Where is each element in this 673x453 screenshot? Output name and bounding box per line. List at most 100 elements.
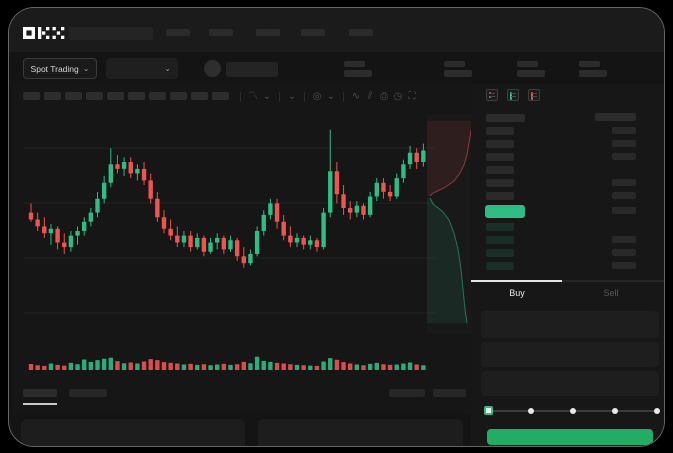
total-field[interactable] (481, 371, 659, 396)
stat-label-placeholder (517, 61, 538, 67)
nav-item-placeholder[interactable] (349, 29, 373, 36)
candle-style-icon[interactable]: 〽 (248, 91, 258, 102)
slider-handle[interactable] (484, 406, 493, 415)
slider-stop-dot[interactable] (570, 408, 576, 414)
orderbook-header-price (486, 114, 525, 122)
slider-stop-dot[interactable] (528, 408, 534, 414)
orderbook-ask-price[interactable] (486, 192, 514, 200)
nav-item-placeholder[interactable] (301, 29, 325, 36)
price-field[interactable] (481, 311, 659, 338)
magnet-icon[interactable]: ◎ (312, 91, 322, 102)
stat-value-placeholder (517, 70, 545, 77)
app-window: Spot Trading ⌄ ⌄ 〽 ⌄ ⌄ ◎ ⌄ ∿ ⫽ ⎙ ◷ ⛶ (8, 7, 665, 447)
orderbook-trade-panel: Buy Sell (471, 84, 664, 446)
compare-icon[interactable]: ⫽ (367, 91, 373, 102)
toolbar-divider (343, 92, 344, 102)
timeframe-button-placeholder[interactable] (86, 92, 103, 100)
orderbook-amount-placeholder (612, 249, 636, 256)
fullscreen-icon[interactable]: ⛶ (408, 91, 416, 102)
orderbook-amount-placeholder (612, 192, 636, 199)
toolbar-divider (279, 92, 280, 102)
nav-item-placeholder[interactable] (166, 29, 190, 36)
toolbar-divider (304, 92, 305, 102)
orders-panel-placeholder[interactable] (21, 419, 245, 446)
orderbook-amount-placeholder (612, 262, 636, 269)
market-type-selector[interactable]: Spot Trading ⌄ (23, 58, 97, 79)
chevron-down-icon[interactable]: ⌄ (326, 91, 336, 102)
chart-panel: 〽 ⌄ ⌄ ◎ ⌄ ∿ ⫽ ⎙ ◷ ⛶ (13, 84, 471, 414)
book-lines (511, 93, 516, 99)
timeframe-button-placeholder[interactable] (23, 92, 40, 100)
stat-value-placeholder (579, 70, 607, 77)
book-bids-icon[interactable] (507, 89, 519, 101)
market-type-label: Spot Trading (30, 63, 79, 74)
buy-tab-underline (471, 280, 562, 282)
history-icon[interactable]: ◷ (393, 91, 403, 102)
orderbook-ask-price[interactable] (486, 127, 514, 135)
stat-value-placeholder (444, 70, 472, 77)
last-price-highlight[interactable] (485, 205, 525, 218)
chart-bottom-action[interactable] (389, 389, 425, 397)
chevron-down-icon[interactable]: ⌄ (262, 91, 272, 102)
camera-icon[interactable]: ⎙ (380, 91, 388, 102)
orderbook-bid-price[interactable] (486, 223, 514, 231)
top-nav (9, 8, 664, 52)
book-lines (532, 93, 537, 99)
orderbook-amount-placeholder (612, 236, 636, 243)
chevron-down-icon: ⌄ (164, 63, 171, 73)
orderbook-bid-price[interactable] (486, 262, 514, 270)
orderbook-ask-price[interactable] (486, 179, 514, 187)
slider-stop-dot[interactable] (654, 408, 660, 414)
stat-label-placeholder (344, 61, 365, 67)
orderbook-bid-price[interactable] (486, 236, 514, 244)
orderbook-amount-placeholder (612, 127, 636, 134)
timeframe-button-placeholder[interactable] (128, 92, 145, 100)
chart-bottom-tab-active[interactable] (23, 389, 57, 397)
nav-item-placeholder[interactable] (209, 29, 233, 36)
pair-title-placeholder[interactable] (69, 27, 153, 40)
candlestick-chart[interactable] (23, 108, 435, 378)
chevron-down-icon[interactable]: ⌄ (287, 91, 297, 102)
orderbook-amount-placeholder (612, 140, 636, 147)
stat-value-placeholder (344, 70, 372, 77)
slider-stop-dot[interactable] (612, 408, 618, 414)
chart-bottom-action[interactable] (433, 389, 466, 397)
chevron-down-icon: ⌄ (82, 63, 90, 73)
orderbook-bid-price[interactable] (486, 249, 514, 257)
toolbar-divider (240, 92, 241, 102)
tab-buy[interactable]: Buy (509, 288, 525, 298)
stat-label-placeholder (444, 61, 465, 67)
timeframe-button-placeholder[interactable] (170, 92, 187, 100)
orderbook-amount-placeholder (612, 153, 636, 160)
chart-bottom-tab[interactable] (69, 389, 107, 397)
okx-logo[interactable] (23, 27, 65, 40)
timeframe-button-placeholder[interactable] (149, 92, 166, 100)
timeframe-button-placeholder[interactable] (191, 92, 208, 100)
pair-dropdown[interactable]: ⌄ (106, 58, 178, 79)
orderbook-amount-placeholder (612, 179, 636, 186)
book-combined-icon[interactable] (486, 89, 498, 101)
book-lines (490, 93, 495, 99)
timeframe-button-placeholder[interactable] (107, 92, 124, 100)
depth-chart[interactable] (427, 114, 471, 334)
amount-field[interactable] (481, 342, 659, 367)
timeframe-button-placeholder[interactable] (212, 92, 229, 100)
last-price-placeholder (226, 62, 278, 77)
timeframe-button-placeholder[interactable] (44, 92, 61, 100)
orderbook-ask-price[interactable] (486, 140, 514, 148)
amount-slider[interactable] (484, 406, 660, 415)
nav-item-placeholder[interactable] (256, 29, 280, 36)
coin-avatar (204, 60, 221, 77)
orderbook-ask-price[interactable] (486, 166, 514, 174)
orderbook-ask-price[interactable] (486, 153, 514, 161)
buy-submit-button[interactable] (487, 429, 653, 445)
book-asks-icon[interactable] (528, 89, 540, 101)
orderbook-amount-placeholder (612, 207, 636, 214)
tab-sell[interactable]: Sell (603, 288, 619, 298)
indicators-icon[interactable]: ∿ (351, 91, 361, 102)
tab-divider (471, 280, 664, 282)
timeframe-button-placeholder[interactable] (65, 92, 82, 100)
orderbook-header-amount (595, 113, 636, 121)
history-panel-placeholder[interactable] (258, 419, 463, 446)
active-tab-underline (23, 403, 57, 405)
